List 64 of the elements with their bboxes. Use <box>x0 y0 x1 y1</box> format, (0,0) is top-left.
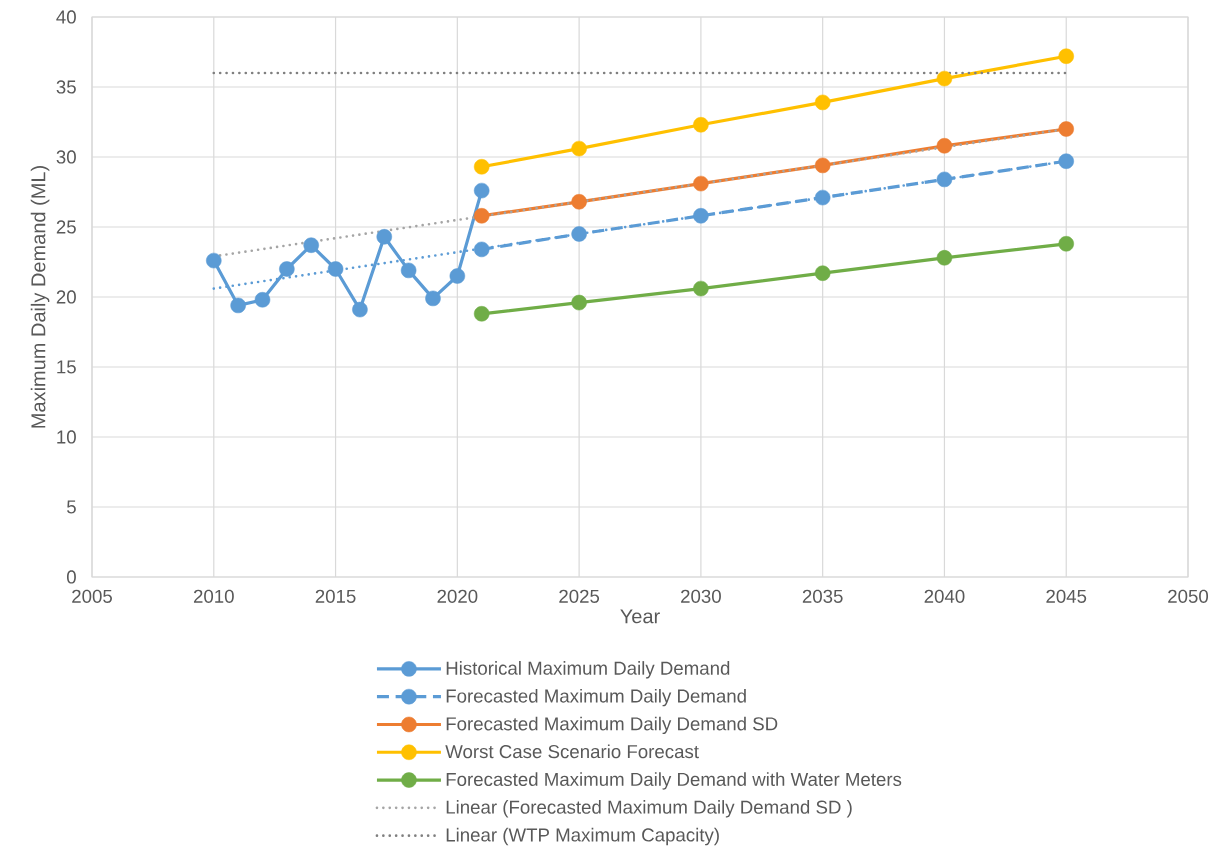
point <box>473 159 490 175</box>
x-tick-label: 2015 <box>315 589 356 603</box>
point <box>936 70 953 87</box>
x-tick-label: 2010 <box>193 589 234 603</box>
point <box>693 117 709 133</box>
point <box>814 157 831 174</box>
x-axis-title: Year <box>620 609 660 624</box>
point <box>473 182 490 199</box>
y-tick-label: 10 <box>57 430 76 444</box>
y-tick-label: 25 <box>56 220 76 234</box>
point <box>303 237 319 253</box>
y-tick-label: 5 <box>67 500 76 514</box>
point <box>571 226 587 242</box>
legend-label: Linear (WTP Maximum Capacity) <box>446 827 719 846</box>
point <box>473 306 490 322</box>
legend-label: Forecasted Maximum Daily Demand with Water Meters <box>446 772 902 790</box>
point <box>693 208 709 224</box>
point <box>400 262 417 279</box>
y-tick-label: 30 <box>56 150 76 164</box>
point <box>1058 48 1074 64</box>
legend-label: Linear (Forecasted Maximum Daily Demand SD ) <box>446 800 852 818</box>
x-tick-label: 2035 <box>802 589 843 603</box>
y-tick-label: 35 <box>56 80 76 94</box>
y-axis-title: Maximum Daily Demand (ML) <box>30 166 50 428</box>
point <box>1058 153 1074 169</box>
legend-label: Forecasted Maximum Daily Demand SD <box>446 716 778 735</box>
y-tick-label: 0 <box>66 570 76 584</box>
point <box>814 189 831 206</box>
x-tick-label: 2025 <box>559 589 600 603</box>
point <box>352 301 368 318</box>
point <box>230 297 246 314</box>
x-tick-label: 2040 <box>924 589 965 603</box>
point <box>327 261 344 277</box>
point <box>279 261 295 277</box>
point <box>571 140 587 157</box>
y-tick-label: 15 <box>57 360 76 374</box>
point <box>1058 236 1074 252</box>
point <box>254 292 271 308</box>
point <box>473 241 490 258</box>
x-tick-label: 2030 <box>681 589 721 603</box>
point <box>814 94 831 111</box>
point <box>449 268 466 284</box>
x-tick-label: 2005 <box>72 589 112 603</box>
point <box>936 250 953 266</box>
x-tick-label: 2045 <box>1046 589 1087 603</box>
point <box>693 280 709 297</box>
point <box>936 171 953 188</box>
point <box>571 194 587 210</box>
y-tick-label: 20 <box>56 290 76 304</box>
point <box>693 175 709 192</box>
point <box>206 252 222 269</box>
point <box>814 265 831 281</box>
x-tick-label: 2020 <box>437 589 478 603</box>
y-tick-label: 40 <box>56 10 76 24</box>
point <box>1058 121 1074 137</box>
point <box>473 208 490 224</box>
legend-label: Worst Case Scenario Forecast <box>445 744 699 759</box>
legend-label: Forecasted Maximum Daily Demand <box>446 688 746 707</box>
point <box>936 138 953 154</box>
x-tick-label: 2050 <box>1168 589 1209 603</box>
point <box>425 290 441 307</box>
point <box>571 294 587 311</box>
legend-label: Historical Maximum Daily Demand <box>446 661 730 679</box>
point <box>376 229 393 245</box>
